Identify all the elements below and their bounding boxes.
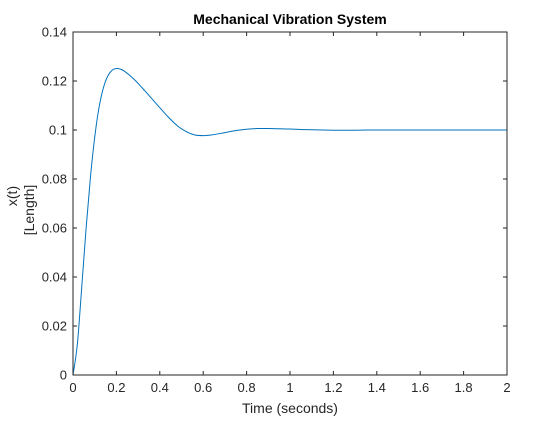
y-axis-label-line-2: [Length] [21, 185, 37, 236]
x-tick-label: 1.8 [455, 380, 473, 395]
axis-ticks: 0 0.2 0.4 0.6 0.8 1 1.2 1.4 1.6 1.8 2 0 0.02 0.04 0.06… [42, 25, 511, 396]
x-axis-label: Time (seconds) [242, 400, 338, 416]
y-tick-label: 0.06 [42, 221, 67, 236]
x-tick-label: 1 [286, 380, 293, 395]
x-tick-label: 0.6 [194, 380, 212, 395]
x-tick-label: 1.6 [411, 380, 429, 395]
x-tick-label: 1.2 [324, 380, 342, 395]
y-tick-label: 0.1 [49, 123, 67, 138]
chart-title: Mechanical Vibration System [193, 11, 386, 27]
y-axis-label-line-1: x(t) [4, 186, 20, 206]
x-tick-label: 0.4 [151, 380, 169, 395]
x-tick-label: 0.8 [238, 380, 256, 395]
y-tick-label: 0.12 [42, 74, 67, 89]
y-tick-label: 0.02 [42, 319, 67, 334]
y-tick-label: 0 [60, 368, 67, 383]
series-line-0 [72, 67, 507, 376]
x-tick-label: 0.2 [107, 380, 125, 395]
y-axis-label: x(t) [Length] [4, 185, 37, 236]
y-tick-label: 0.04 [42, 270, 67, 285]
plot-area [72, 67, 507, 376]
x-tick-label: 1.4 [368, 380, 386, 395]
y-tick-label: 0.14 [42, 25, 67, 40]
axes-box [72, 31, 508, 376]
x-tick-label: 0 [69, 380, 76, 395]
x-tick-label: 2 [503, 380, 510, 395]
y-tick-label: 0.08 [42, 172, 67, 187]
